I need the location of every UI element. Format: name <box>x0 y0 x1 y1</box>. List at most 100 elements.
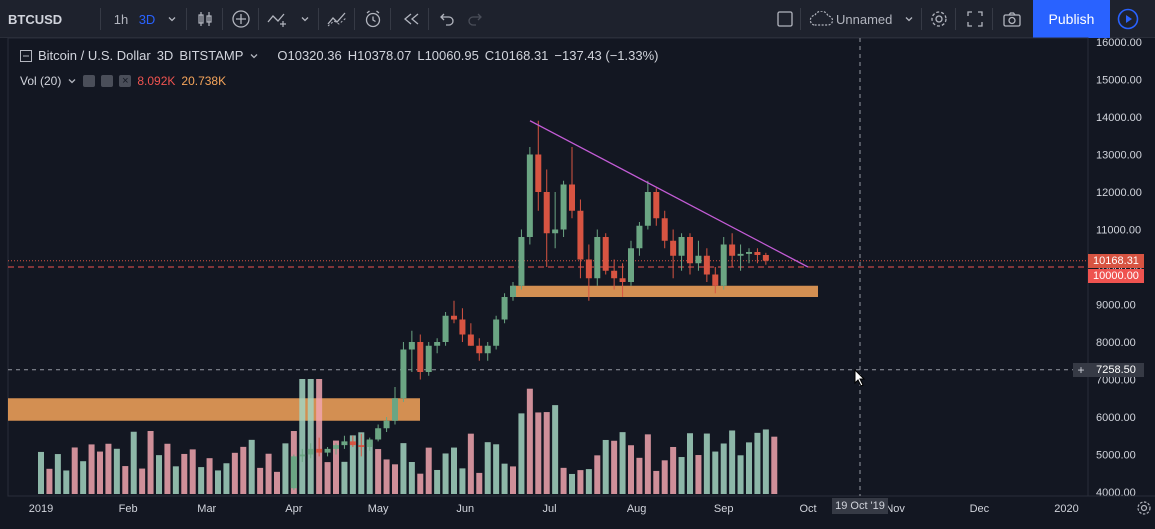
volume-bar <box>459 468 466 494</box>
volume-bar <box>341 461 348 494</box>
candle-body <box>467 334 474 346</box>
candle-body <box>695 255 702 264</box>
fullscreen-checkbox-icon[interactable] <box>772 0 798 38</box>
replay-icon[interactable] <box>396 0 426 38</box>
symbol-search[interactable]: BTCUSD <box>8 11 63 27</box>
candles-icon[interactable] <box>190 0 220 38</box>
volume-bar <box>762 429 769 494</box>
interval-3d[interactable]: 3D <box>138 11 156 27</box>
volume-bar <box>299 379 306 494</box>
separator <box>800 8 801 30</box>
volume-bar <box>206 458 213 494</box>
alert-icon[interactable] <box>358 0 388 38</box>
candle-body <box>290 456 297 489</box>
separator <box>992 8 993 30</box>
fullscreen-icon[interactable] <box>960 0 990 38</box>
candle-body <box>653 192 660 219</box>
candle-body <box>602 237 609 271</box>
candle-body <box>585 259 592 279</box>
candle-body <box>324 448 331 453</box>
layout-chevron-icon[interactable] <box>900 0 918 38</box>
volume-bar <box>80 461 87 494</box>
candle-body <box>619 278 626 282</box>
candle-body <box>451 315 457 320</box>
separator <box>955 8 956 30</box>
candle-body <box>400 349 407 399</box>
volume-bar <box>122 466 129 494</box>
collapse-legend-icon[interactable] <box>20 49 32 62</box>
separator <box>354 8 355 30</box>
volume-bar <box>577 470 584 494</box>
volume-bar <box>417 473 424 494</box>
publish-button[interactable]: Publish <box>1033 0 1110 38</box>
candle-body <box>678 237 685 256</box>
candle-body <box>358 445 365 447</box>
volume-bar <box>38 451 44 494</box>
legend-chevron-icon[interactable] <box>249 51 259 61</box>
play-circle-icon[interactable] <box>1112 0 1144 38</box>
volume-bar <box>274 471 280 494</box>
volume-bar <box>156 455 162 494</box>
add-indicator-icon[interactable] <box>226 0 256 38</box>
candle-body <box>459 319 466 335</box>
separator <box>222 8 223 30</box>
volume-bar <box>198 467 205 494</box>
add-plus-icon[interactable]: + <box>1073 363 1089 377</box>
separator <box>258 8 259 30</box>
volume-settings-icon[interactable] <box>101 75 114 87</box>
time-tick-label: Dec <box>970 503 990 515</box>
volume-eye-icon[interactable] <box>83 75 96 87</box>
indicators-icon[interactable] <box>262 0 292 38</box>
interval-dropdown-chevron-icon[interactable] <box>160 0 184 38</box>
candle-body <box>712 274 719 286</box>
volume-bar <box>687 433 693 494</box>
time-tick-label: Sep <box>714 503 734 515</box>
time-tick-label: Aug <box>627 503 647 515</box>
candle-body <box>375 428 382 440</box>
volume-bar <box>316 379 323 494</box>
price-tick-label: 7000.00 <box>1096 375 1136 387</box>
interval-1h[interactable]: 1h <box>113 11 129 27</box>
separator <box>100 8 101 30</box>
candle-body <box>754 252 761 255</box>
camera-snapshot-icon[interactable] <box>997 0 1027 38</box>
volume-bar <box>569 473 575 494</box>
separator <box>186 8 187 30</box>
crosshair-price-tag: 7258.50 <box>1088 363 1144 377</box>
volume-bar <box>113 448 120 494</box>
volume-bar <box>451 447 457 494</box>
volume-bar <box>375 449 382 494</box>
candle-body <box>644 192 651 226</box>
volume-bar <box>307 379 314 494</box>
volume-bar <box>543 412 550 494</box>
volume-close-icon[interactable]: × <box>119 75 132 87</box>
candle-body <box>577 210 584 260</box>
indicators-chevron-icon[interactable] <box>294 0 316 38</box>
cloud-icon[interactable] <box>806 0 836 38</box>
settings-gear-icon[interactable] <box>925 0 953 38</box>
volume-bar <box>594 455 601 494</box>
volume-bar <box>535 412 542 494</box>
chart-settings-gear-icon[interactable] <box>1136 500 1152 516</box>
time-tick-label: Mar <box>197 503 216 515</box>
price-tick-label: 15000.00 <box>1096 75 1142 87</box>
layout-name[interactable]: Unnamed <box>836 11 893 27</box>
volume-label[interactable]: Vol (20) <box>20 74 62 88</box>
volume-bar <box>366 440 373 494</box>
redo-icon[interactable] <box>462 0 488 38</box>
volume-bar <box>754 432 761 494</box>
support-zone <box>513 285 818 297</box>
volume-bar <box>147 430 154 494</box>
volume-bar <box>619 432 626 494</box>
candle-body <box>737 253 744 256</box>
candle-body <box>366 439 373 447</box>
volume-bar <box>223 463 230 494</box>
undo-icon[interactable] <box>434 0 460 38</box>
volume-bar <box>703 433 710 494</box>
candle-body <box>535 154 542 192</box>
volume-bar <box>526 388 533 494</box>
volume-chevron-icon[interactable] <box>67 76 77 86</box>
compare-icon[interactable] <box>322 0 352 38</box>
volume-bar <box>510 466 516 494</box>
